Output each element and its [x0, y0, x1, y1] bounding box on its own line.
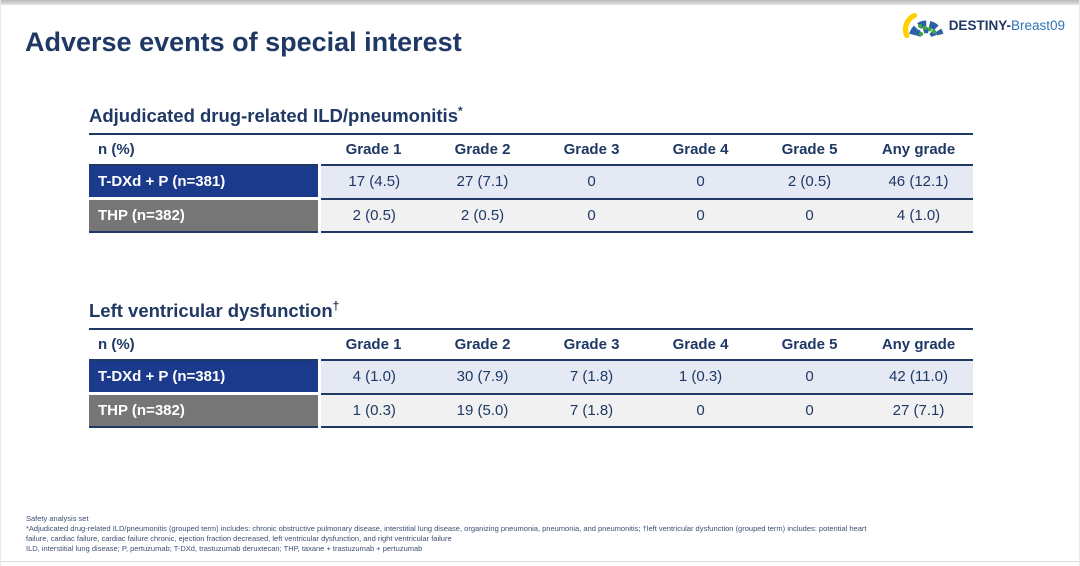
footnotes: Safety analysis set *Adjudicated drug-rel… [26, 514, 866, 554]
table-row: T-DXd + P (n=381) 4 (1.0) 30 (7.9) 7 (1.8) 1… [89, 360, 973, 396]
value-cell: 2 (0.5) [319, 198, 428, 234]
footnote-line: Safety analysis set [26, 514, 89, 523]
value-cell: 0 [755, 360, 864, 395]
value-cell: 30 (7.9) [428, 360, 537, 395]
section-title-text: Left ventricular dysfunction [89, 300, 333, 322]
value-cell: 17 (4.5) [319, 165, 428, 200]
value-cell: 7 (1.8) [537, 393, 646, 429]
section-title-text: Adjudicated drug-related ILD/pneumonitis [89, 105, 458, 127]
column-header-grade: Grade 4 [646, 133, 755, 167]
value-cell: 7 (1.8) [537, 360, 646, 395]
table-section-ild-pneumonitis: Adjudicated drug-related ILD/pneumonitis… [89, 104, 973, 234]
destiny-breast09-logo: DESTINY-Breast09 [902, 10, 1065, 40]
column-header-grade: Any grade [864, 328, 973, 362]
logo-wordmark: DESTINY-Breast09 [949, 18, 1065, 33]
value-cell: 0 [646, 165, 755, 200]
value-cell: 27 (7.1) [864, 393, 973, 429]
row-label: THP (n=382) [89, 393, 321, 429]
column-header-grade: Grade 4 [646, 328, 755, 362]
table-section-title: Left ventricular dysfunction† [89, 299, 973, 322]
table-row: THP (n=382) 2 (0.5) 2 (0.5) 0 0 0 4 (1.0) [89, 198, 973, 234]
footnote-marker: † [332, 299, 340, 313]
value-cell: 4 (1.0) [864, 198, 973, 234]
value-cell: 0 [646, 198, 755, 234]
adverse-events-table: n (%) Grade 1 Grade 2 Grade 3 Grade 4 Grade 5… [89, 328, 973, 429]
table-header-row: n (%) Grade 1 Grade 2 Grade 3 Grade 4 Grade 5… [89, 328, 973, 362]
column-header-n-pct: n (%) [89, 133, 319, 167]
column-header-grade: Grade 2 [428, 328, 537, 362]
logo-text-breast09: Breast09 [1010, 17, 1065, 33]
table-header-row: n (%) Grade 1 Grade 2 Grade 3 Grade 4 Grade 5… [89, 133, 973, 167]
column-header-grade: Grade 1 [319, 328, 428, 362]
value-cell: 2 (0.5) [755, 165, 864, 200]
value-cell: 1 (0.3) [646, 360, 755, 395]
column-header-grade: Any grade [864, 133, 973, 167]
value-cell: 0 [755, 198, 864, 234]
footnote-line: failure, cardiac failure, cardiac failur… [26, 534, 452, 543]
adverse-events-table: n (%) Grade 1 Grade 2 Grade 3 Grade 4 Grade 5… [89, 133, 973, 234]
value-cell: 0 [537, 198, 646, 234]
value-cell: 0 [537, 165, 646, 200]
value-cell: 42 (11.0) [864, 360, 973, 395]
value-cell: 0 [755, 393, 864, 429]
table-section-lv-dysfunction: Left ventricular dysfunction† n (%) Grade… [89, 299, 973, 429]
table-section-title: Adjudicated drug-related ILD/pneumonitis… [89, 104, 973, 127]
column-header-grade: Grade 5 [755, 133, 864, 167]
column-header-grade: Grade 3 [537, 328, 646, 362]
footnote-marker: * [458, 104, 463, 118]
column-header-grade: Grade 1 [319, 133, 428, 167]
column-header-grade: Grade 2 [428, 133, 537, 167]
destiny-logo-icon [902, 12, 944, 39]
row-label: THP (n=382) [89, 198, 321, 234]
footnote-line: ILD, interstitial lung disease; P, pertu… [26, 544, 423, 553]
column-header-n-pct: n (%) [89, 328, 319, 362]
value-cell: 1 (0.3) [319, 393, 428, 429]
value-cell: 27 (7.1) [428, 165, 537, 200]
column-header-grade: Grade 3 [537, 133, 646, 167]
value-cell: 4 (1.0) [319, 360, 428, 395]
footnote-line: *Adjudicated drug-related ILD/pneumoniti… [26, 524, 867, 533]
logo-text-destiny: DESTINY- [948, 17, 1011, 33]
value-cell: 0 [646, 393, 755, 429]
page-title: Adverse events of special interest [25, 27, 462, 57]
slide-bottom-edge [1, 561, 1079, 562]
window-top-edge [1, 0, 1079, 5]
value-cell: 46 (12.1) [864, 165, 973, 200]
table-row: T-DXd + P (n=381) 17 (4.5) 27 (7.1) 0 0 2 (0.… [89, 165, 973, 201]
table-row: THP (n=382) 1 (0.3) 19 (5.0) 7 (1.8) 0 0 27 (7… [89, 393, 973, 429]
row-label: T-DXd + P (n=381) [89, 360, 321, 396]
column-header-grade: Grade 5 [755, 328, 864, 362]
value-cell: 2 (0.5) [428, 198, 537, 234]
row-label: T-DXd + P (n=381) [89, 165, 321, 201]
value-cell: 19 (5.0) [428, 393, 537, 429]
